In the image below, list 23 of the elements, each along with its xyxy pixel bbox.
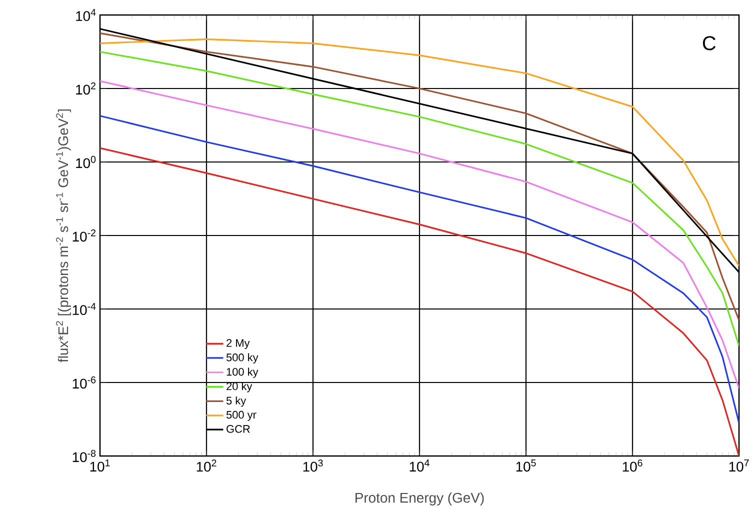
y-tick-label: 10$^{-6}$	[72, 376, 96, 389]
y-tick-label: 10$^{-2}$	[72, 229, 96, 242]
x-tick-label: 10$^{3}$	[303, 460, 323, 472]
y-tick-label: 10$^{0}$	[76, 156, 96, 168]
legend-label: 5 ky	[226, 396, 246, 407]
annotation: C	[702, 36, 716, 50]
x-tick-label: 10$^{4}$	[410, 460, 430, 472]
x-tick-label: 10$^{1}$	[90, 460, 110, 472]
x-axis-title: Proton Energy (GeV)	[356, 492, 484, 506]
x-tick-label: 10$^{5}$	[516, 460, 536, 472]
y-tick-label: 10$^{-4}$	[72, 302, 96, 316]
legend-label: 100 ky	[226, 368, 258, 378]
legend-label: 500 ky	[226, 353, 258, 364]
legend-label: 500 yr	[226, 410, 256, 421]
y-tick-label: 10$^{2}$	[76, 82, 96, 95]
y-tick-label: 10$^{4}$	[76, 8, 96, 22]
x-tick-label: 10$^{7}$	[729, 460, 749, 472]
legend-label: GCR	[226, 425, 250, 433]
legend-label: 2 My	[226, 339, 250, 350]
x-tick-label: 10$^{2}$	[196, 460, 216, 472]
x-tick-label: 10$^{6}$	[622, 460, 642, 472]
text: flux*E$^{2}$ [(protons m$^{-2}$ s$^{-1}$ sr$^{-1}$ GeV$^{-1}$)GeV$^{2}$]	[56, 110, 71, 362]
y-tick-label: 10$^{-8}$	[72, 450, 96, 462]
